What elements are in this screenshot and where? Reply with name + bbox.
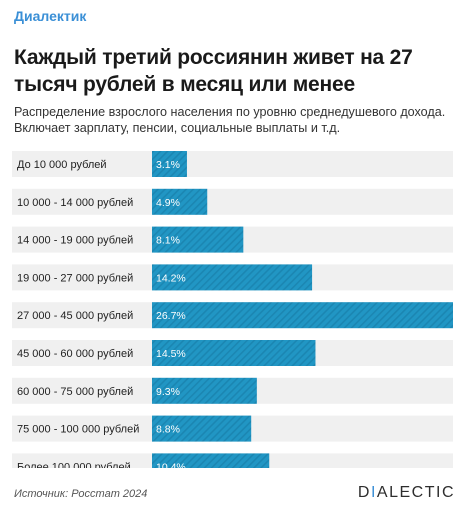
value-label: 10.4% (156, 461, 186, 468)
income-distribution-chart: До 10 000 рублей 3.1% 10 000 - 14 000 рубл… (12, 151, 453, 468)
channel-name[interactable]: Диалектик (14, 8, 87, 24)
bar (152, 302, 453, 329)
brand-letter-d: D (357, 484, 371, 501)
source-note: Источник: Росстат 2024 (14, 488, 148, 500)
brand-letter-i: I (370, 484, 377, 501)
chart-subtitle: Распределение взрослого населения по уро… (14, 105, 446, 135)
category-label: 45 000 - 60 000 рублей (17, 348, 133, 360)
value-label: 3.1% (156, 159, 180, 171)
category-label: 14 000 - 19 000 рублей (17, 235, 133, 247)
bar (152, 377, 257, 404)
bar (152, 188, 208, 215)
bar (152, 415, 252, 442)
brand-letters-rest: ALECTIC (376, 484, 455, 501)
chart-title: Каждый третий россиянин живет на 27 тыся… (14, 46, 413, 96)
category-label: До 10 000 рублей (17, 159, 107, 171)
row-background (12, 188, 453, 215)
bar (152, 264, 313, 291)
category-label: 19 000 - 27 000 рублей (17, 272, 133, 284)
value-label: 14.2% (156, 272, 186, 284)
brand-logo: DIALECTIC (358, 484, 455, 502)
category-label: 10 000 - 14 000 рублей (17, 197, 133, 209)
bar (152, 340, 316, 366)
value-label: 4.9% (156, 197, 180, 209)
bar (152, 151, 187, 177)
bar (152, 226, 244, 253)
row-background (12, 151, 453, 177)
value-label: 9.3% (156, 386, 180, 398)
category-label: 75 000 - 100 000 рублей (17, 424, 139, 436)
value-label: 8.8% (156, 424, 180, 436)
value-label: 14.5% (156, 348, 186, 360)
bar (152, 453, 270, 468)
value-label: 8.1% (156, 235, 180, 247)
value-label: 26.7% (156, 310, 186, 322)
category-label: 27 000 - 45 000 рублей (17, 310, 133, 322)
category-label: Более 100 000 рублей (17, 461, 131, 468)
category-label: 60 000 - 75 000 рублей (17, 386, 133, 398)
